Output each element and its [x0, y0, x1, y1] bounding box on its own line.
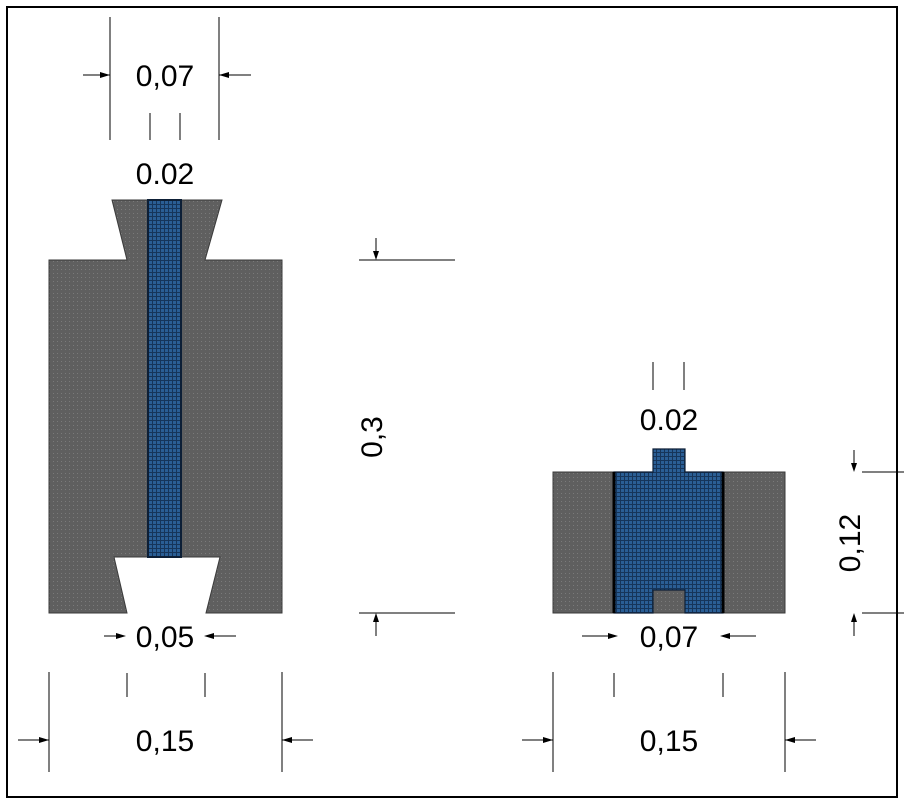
left-bottom-opening-label: 0,05	[136, 621, 194, 654]
left-top-width-label: 0,07	[136, 60, 194, 93]
right-specimen-core	[613, 448, 724, 614]
right-tab-width-label: 0.02	[640, 404, 698, 437]
left-total-width-label: 0,15	[136, 725, 194, 758]
right-height-label: 0,12	[834, 514, 867, 572]
left-height-label: 0,3	[356, 416, 389, 458]
right-core-width-dimension: 0,07	[582, 621, 756, 697]
drawing-frame	[6, 6, 898, 798]
right-height-dimension: 0,12	[834, 450, 904, 636]
left-channel-width-dimension: 0.02	[136, 113, 194, 191]
right-tab-width-dimension: 0.02	[640, 362, 698, 437]
right-total-width-label: 0,15	[640, 725, 698, 758]
left-specimen-core	[147, 199, 182, 558]
left-total-width-dimension: 0,15	[18, 672, 313, 772]
right-total-width-dimension: 0,15	[522, 672, 816, 772]
right-core-width-label: 0,07	[640, 621, 698, 654]
left-height-dimension: 0,3	[356, 238, 455, 636]
left-top-width-dimension: 0,07	[83, 17, 251, 140]
left-channel-width-label: 0.02	[136, 158, 194, 191]
right-specimen	[552, 448, 786, 614]
left-bottom-opening-dimension: 0,05	[104, 621, 236, 697]
left-specimen	[48, 199, 283, 614]
